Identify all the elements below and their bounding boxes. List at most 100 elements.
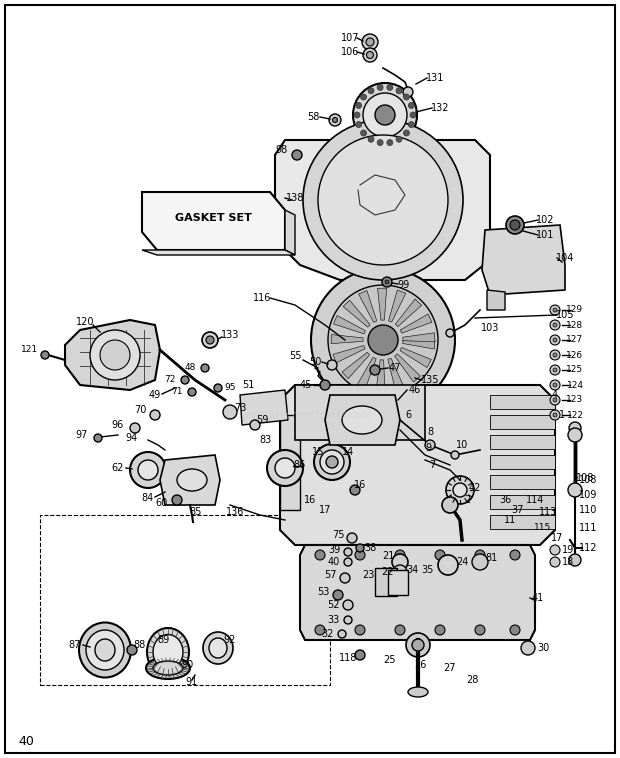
Circle shape (475, 625, 485, 635)
Polygon shape (490, 475, 555, 489)
Text: 40: 40 (18, 735, 34, 748)
Text: 23: 23 (362, 570, 374, 580)
Text: 89: 89 (157, 635, 169, 645)
Circle shape (385, 280, 389, 284)
Circle shape (363, 93, 407, 137)
Text: 58: 58 (307, 112, 319, 122)
Text: 51: 51 (242, 380, 254, 390)
Text: 41: 41 (532, 593, 544, 603)
Text: 122: 122 (567, 411, 583, 419)
Circle shape (94, 434, 102, 442)
Circle shape (368, 88, 374, 94)
Circle shape (327, 360, 337, 370)
Text: 126: 126 (567, 350, 583, 359)
Text: 125: 125 (567, 365, 583, 374)
Circle shape (435, 550, 445, 560)
Circle shape (138, 460, 158, 480)
Polygon shape (285, 210, 295, 255)
Circle shape (90, 330, 140, 380)
Polygon shape (490, 395, 555, 409)
Text: 19: 19 (562, 545, 574, 555)
Circle shape (343, 600, 353, 610)
Text: 72: 72 (164, 375, 175, 384)
Circle shape (396, 88, 402, 94)
Text: 120: 120 (76, 317, 94, 327)
Text: 25: 25 (384, 655, 396, 665)
Ellipse shape (177, 469, 207, 491)
Circle shape (410, 112, 416, 118)
Circle shape (451, 451, 459, 459)
Text: 6: 6 (405, 410, 411, 420)
Text: 48: 48 (184, 364, 196, 372)
Circle shape (328, 285, 438, 395)
Text: 99: 99 (397, 280, 409, 290)
Circle shape (396, 136, 402, 143)
Polygon shape (331, 334, 363, 343)
Text: 42: 42 (469, 483, 481, 493)
Ellipse shape (146, 657, 190, 679)
Circle shape (355, 650, 365, 660)
Polygon shape (334, 315, 365, 334)
Text: 40: 40 (328, 557, 340, 567)
Text: 10: 10 (456, 440, 468, 450)
Circle shape (406, 633, 430, 657)
Circle shape (404, 94, 409, 100)
Text: 70: 70 (134, 405, 146, 415)
Circle shape (201, 364, 209, 372)
Circle shape (356, 121, 361, 127)
Text: 118: 118 (339, 653, 357, 663)
Polygon shape (160, 455, 220, 505)
Polygon shape (401, 314, 432, 334)
Text: 81: 81 (486, 553, 498, 563)
Circle shape (311, 268, 455, 412)
Circle shape (506, 216, 524, 234)
Text: 35: 35 (422, 565, 434, 575)
Circle shape (223, 405, 237, 419)
Text: 127: 127 (567, 336, 583, 344)
Polygon shape (65, 320, 160, 390)
Text: 129: 129 (567, 305, 583, 315)
Text: 85: 85 (190, 507, 202, 517)
Circle shape (315, 550, 325, 560)
Text: 114: 114 (526, 495, 544, 505)
Text: 108: 108 (579, 475, 597, 485)
Polygon shape (142, 250, 295, 255)
Circle shape (553, 338, 557, 342)
Circle shape (475, 550, 485, 560)
Text: 55: 55 (289, 351, 301, 361)
Circle shape (353, 83, 417, 147)
Text: 7: 7 (429, 460, 435, 470)
Circle shape (435, 625, 445, 635)
Polygon shape (325, 395, 400, 445)
Circle shape (553, 308, 557, 312)
Circle shape (392, 554, 408, 570)
Text: 103: 103 (481, 323, 499, 333)
Text: 17: 17 (319, 505, 331, 515)
Text: 45: 45 (300, 380, 312, 390)
Circle shape (206, 336, 214, 344)
Circle shape (41, 351, 49, 359)
Circle shape (370, 365, 380, 375)
Ellipse shape (147, 628, 189, 676)
Text: 133: 133 (221, 330, 239, 340)
Text: 97: 97 (76, 430, 88, 440)
Text: 128: 128 (567, 321, 583, 330)
Circle shape (446, 329, 454, 337)
Polygon shape (482, 225, 565, 295)
Polygon shape (333, 346, 365, 363)
Circle shape (550, 305, 560, 315)
Circle shape (409, 102, 414, 108)
Circle shape (442, 497, 458, 513)
Text: 14: 14 (342, 447, 354, 457)
Ellipse shape (408, 687, 428, 697)
Text: GASKET SET: GASKET SET (175, 213, 252, 223)
Text: 109: 109 (579, 490, 597, 500)
Text: 136: 136 (226, 507, 244, 517)
Circle shape (568, 428, 582, 442)
Text: 24: 24 (456, 557, 468, 567)
Circle shape (550, 335, 560, 345)
Polygon shape (376, 360, 385, 392)
Text: 112: 112 (578, 543, 597, 553)
Ellipse shape (342, 406, 382, 434)
Ellipse shape (153, 634, 183, 669)
